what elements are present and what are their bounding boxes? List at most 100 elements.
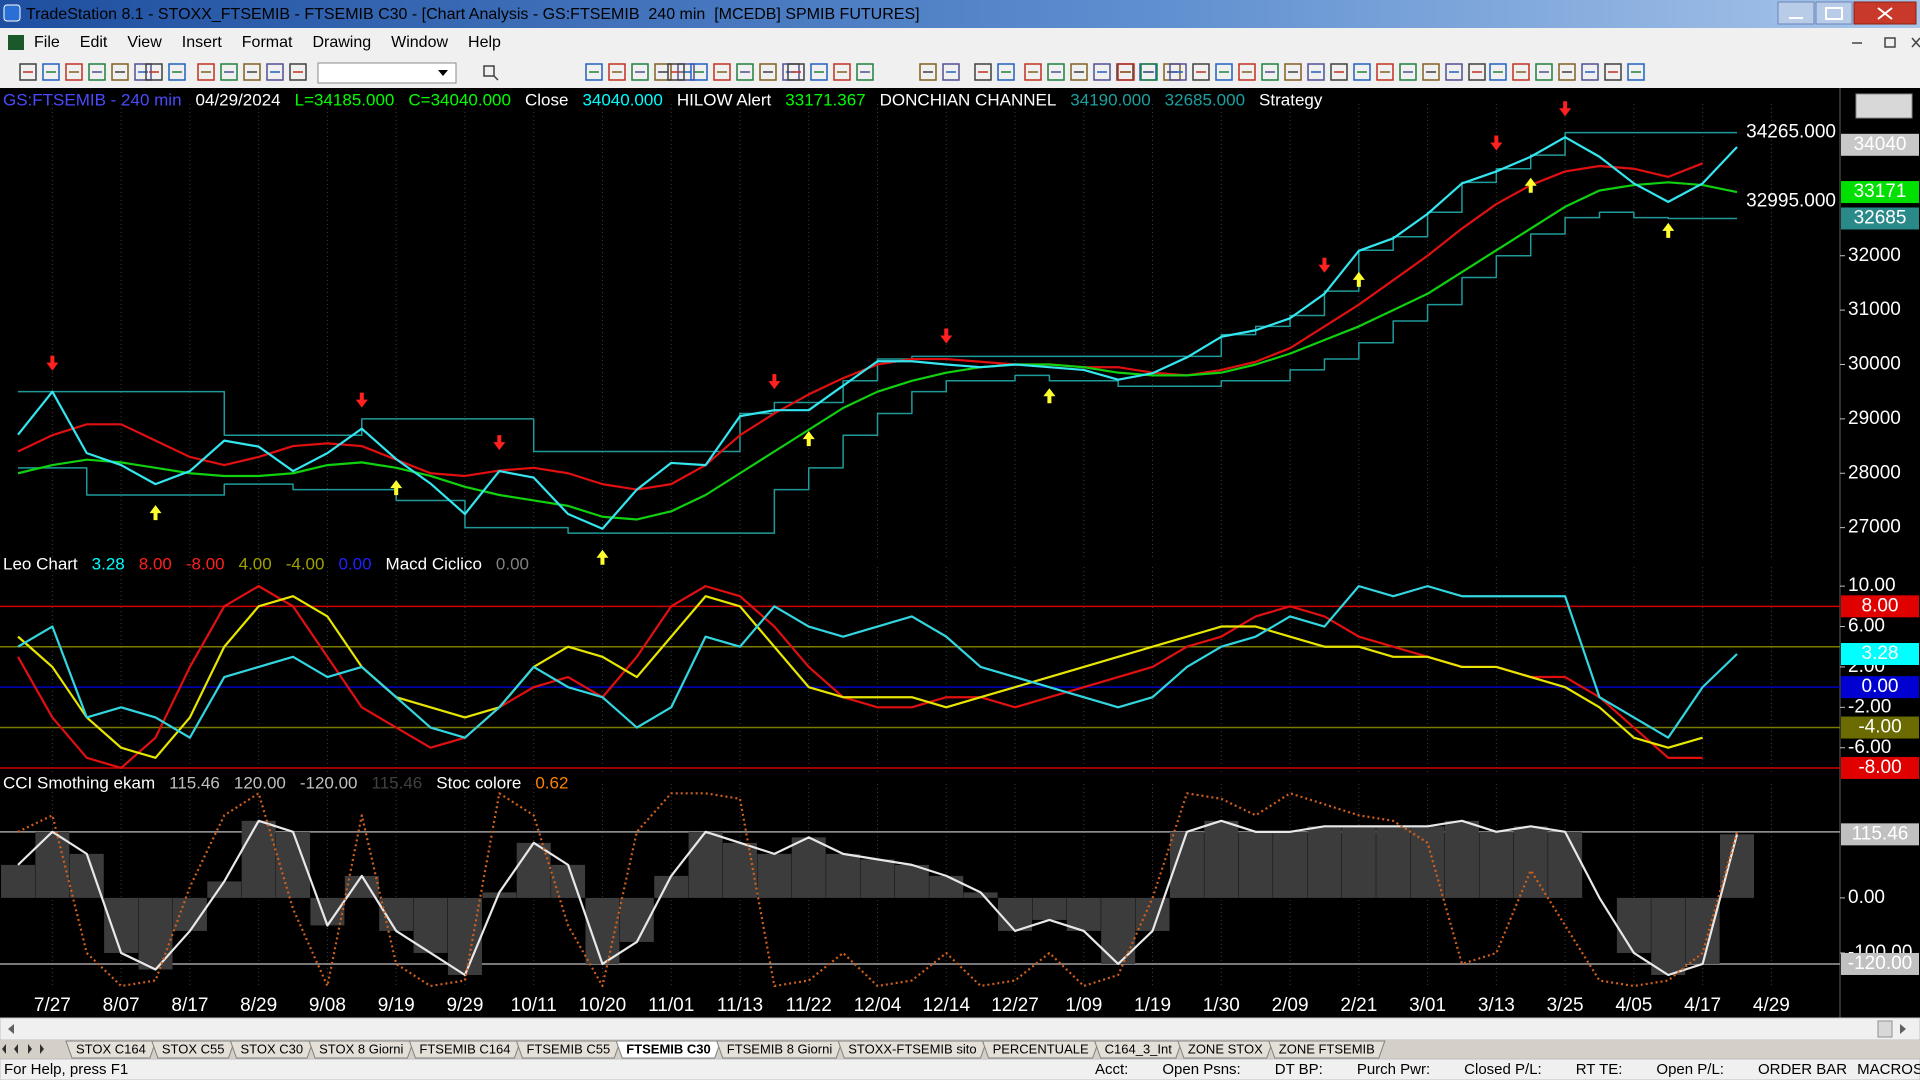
- toolbar-icon[interactable]: [1535, 63, 1553, 81]
- toolbar-icon[interactable]: [168, 63, 186, 81]
- tab-shape[interactable]: [408, 1040, 522, 1059]
- tab-shape[interactable]: [229, 1040, 314, 1059]
- tab[interactable]: STOX C30: [240, 1041, 303, 1056]
- toolbar-icon[interactable]: [1047, 63, 1065, 81]
- tab[interactable]: ZONE FTSEMIB: [1279, 1041, 1375, 1056]
- horizontal-scrollbar[interactable]: [0, 1017, 1920, 1041]
- toolbar-icon[interactable]: [736, 63, 754, 81]
- toolbar-icon[interactable]: [243, 63, 261, 81]
- toolbar-icon[interactable]: [1307, 63, 1325, 81]
- tab[interactable]: FTSEMIB 8 Giorni: [727, 1041, 833, 1056]
- toolbar-icon[interactable]: [1422, 63, 1440, 81]
- toolbar-icon[interactable]: [667, 63, 685, 81]
- toolbar-icon[interactable]: [608, 63, 626, 81]
- toolbar-icon[interactable]: [759, 63, 777, 81]
- toolbar-icon[interactable]: [1140, 63, 1158, 81]
- toolbar-icon[interactable]: [1169, 63, 1187, 81]
- toolbar-icon[interactable]: [1627, 63, 1645, 81]
- toolbar-icon[interactable]: [266, 63, 284, 81]
- menu-item[interactable]: View: [127, 34, 162, 51]
- toolbar-icon[interactable]: [1376, 63, 1394, 81]
- scroll-thumb[interactable]: [1877, 1020, 1893, 1038]
- tab-shape[interactable]: [837, 1040, 988, 1059]
- menu-item[interactable]: Format: [242, 34, 293, 51]
- toolbar-icon[interactable]: [1330, 63, 1348, 81]
- toolbar-icon[interactable]: [713, 63, 731, 81]
- toolbar-icon[interactable]: [1445, 63, 1463, 81]
- toolbar-icon[interactable]: [289, 63, 307, 81]
- toolbar-icon[interactable]: [1192, 63, 1210, 81]
- minimize-button[interactable]: [1777, 1, 1815, 25]
- histogram-bar: [1238, 831, 1273, 898]
- toolbar-icon[interactable]: [631, 63, 649, 81]
- tab-shape[interactable]: [1268, 1040, 1386, 1059]
- toolbar-icon[interactable]: [856, 63, 874, 81]
- toolbar-icon[interactable]: [833, 63, 851, 81]
- tab[interactable]: PERCENTUALE: [993, 1041, 1089, 1056]
- tab-shape[interactable]: [65, 1040, 157, 1059]
- toolbar-icon[interactable]: [690, 63, 708, 81]
- tab-shape[interactable]: [515, 1040, 621, 1059]
- tab-shape[interactable]: [308, 1040, 415, 1059]
- tab[interactable]: C164_3_Int: [1105, 1041, 1173, 1056]
- tab[interactable]: FTSEMIB C30: [626, 1041, 711, 1056]
- tab[interactable]: STOXX-FTSEMIB sito: [848, 1041, 976, 1056]
- find-icon[interactable]: [483, 65, 499, 81]
- tab[interactable]: STOX C164: [76, 1041, 146, 1056]
- toolbar-icon[interactable]: [1070, 63, 1088, 81]
- toolbar-icon[interactable]: [919, 63, 937, 81]
- menu-item[interactable]: Drawing: [312, 34, 371, 51]
- toolbar-icon[interactable]: [1284, 63, 1302, 81]
- tab[interactable]: STOX 8 Giorni: [319, 1041, 403, 1056]
- tab-shape[interactable]: [716, 1040, 843, 1059]
- histogram-bar: [963, 892, 998, 898]
- toolbar-icon[interactable]: [1399, 63, 1417, 81]
- menu-item[interactable]: Edit: [80, 34, 108, 51]
- toolbar-icon[interactable]: [810, 63, 828, 81]
- toolbar-icon[interactable]: [19, 63, 37, 81]
- toolbar-icon[interactable]: [1024, 63, 1042, 81]
- tab-shape[interactable]: [1093, 1040, 1183, 1059]
- toolbar-icon[interactable]: [88, 63, 106, 81]
- toolbar-icon[interactable]: [974, 63, 992, 81]
- toolbar-icon[interactable]: [1261, 63, 1279, 81]
- toolbar-icon[interactable]: [42, 63, 60, 81]
- menu-item[interactable]: Help: [468, 34, 501, 51]
- menu-bar: [0, 28, 1920, 57]
- menu-item[interactable]: Insert: [182, 34, 223, 51]
- toolbar-icon[interactable]: [220, 63, 238, 81]
- tab-shape[interactable]: [1177, 1040, 1274, 1059]
- toolbar-icon[interactable]: [1604, 63, 1622, 81]
- symbol-combobox[interactable]: [317, 62, 457, 84]
- tab-shape[interactable]: [981, 1040, 1100, 1059]
- tab-shape[interactable]: [151, 1040, 236, 1059]
- toolbar-icon[interactable]: [1558, 63, 1576, 81]
- pane-controls[interactable]: [1855, 93, 1913, 119]
- toolbar-icon[interactable]: [997, 63, 1015, 81]
- menu-item[interactable]: Window: [391, 34, 448, 51]
- toolbar-icon[interactable]: [111, 63, 129, 81]
- menu-item[interactable]: File: [34, 34, 60, 51]
- toolbar-icon[interactable]: [1215, 63, 1233, 81]
- toolbar-icon[interactable]: [1489, 63, 1507, 81]
- tab[interactable]: FTSEMIB C55: [526, 1041, 610, 1056]
- tab[interactable]: STOX C55: [162, 1041, 225, 1056]
- toolbar-icon[interactable]: [787, 63, 805, 81]
- toolbar-icon[interactable]: [1468, 63, 1486, 81]
- tab-shape[interactable]: [615, 1040, 722, 1059]
- toolbar-icon[interactable]: [145, 63, 163, 81]
- toolbar-icon[interactable]: [1093, 63, 1111, 81]
- toolbar-icon[interactable]: [197, 63, 215, 81]
- toolbar-icon[interactable]: [1238, 63, 1256, 81]
- toolbar-icon[interactable]: [1353, 63, 1371, 81]
- tab[interactable]: ZONE STOX: [1188, 1041, 1263, 1056]
- toolbar-icon[interactable]: [65, 63, 83, 81]
- child-window-buttons[interactable]: [1852, 37, 1920, 48]
- toolbar-icon[interactable]: [942, 63, 960, 81]
- toolbar-icon[interactable]: [1117, 63, 1135, 81]
- toolbar-icon[interactable]: [585, 63, 603, 81]
- toolbar-icon[interactable]: [1512, 63, 1530, 81]
- tab[interactable]: FTSEMIB C164: [419, 1041, 510, 1056]
- maximize-button[interactable]: [1815, 1, 1853, 25]
- toolbar-icon[interactable]: [1581, 63, 1599, 81]
